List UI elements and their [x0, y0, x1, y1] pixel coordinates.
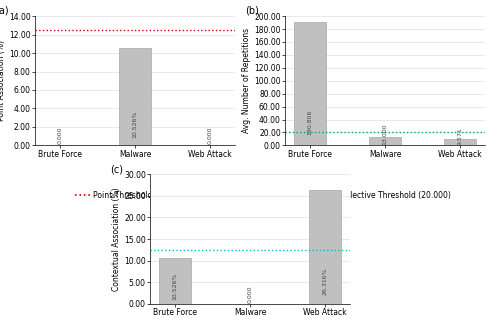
Text: (a): (a)	[0, 6, 8, 16]
Text: 9.571: 9.571	[458, 127, 462, 145]
Legend: Collective Threshold (20.000): Collective Threshold (20.000)	[316, 188, 454, 203]
Bar	[294, 22, 326, 145]
Bar	[310, 190, 341, 304]
Y-axis label: Avg. Number of Repetitions: Avg. Number of Repetitions	[242, 28, 252, 133]
Y-axis label: Contextual Association (%): Contextual Association (%)	[112, 187, 121, 291]
Y-axis label: Point Association (%): Point Association (%)	[0, 40, 6, 121]
Text: 10.526%: 10.526%	[172, 273, 178, 300]
Text: 26.316%: 26.316%	[322, 267, 328, 295]
Bar	[369, 137, 401, 145]
Bar	[444, 139, 476, 145]
Legend: Point Threshold (12.500%): Point Threshold (12.500%)	[72, 188, 198, 203]
Text: 0.000: 0.000	[58, 127, 62, 144]
Text: 190.806: 190.806	[308, 110, 312, 135]
Text: 13.000: 13.000	[382, 123, 388, 145]
Text: (b): (b)	[245, 6, 259, 16]
Text: 0.000: 0.000	[208, 127, 212, 144]
Bar	[159, 258, 190, 304]
Text: 0.000: 0.000	[248, 285, 252, 303]
Bar	[119, 48, 151, 145]
Text: 10.526%: 10.526%	[132, 110, 138, 138]
Text: (c): (c)	[110, 164, 123, 174]
